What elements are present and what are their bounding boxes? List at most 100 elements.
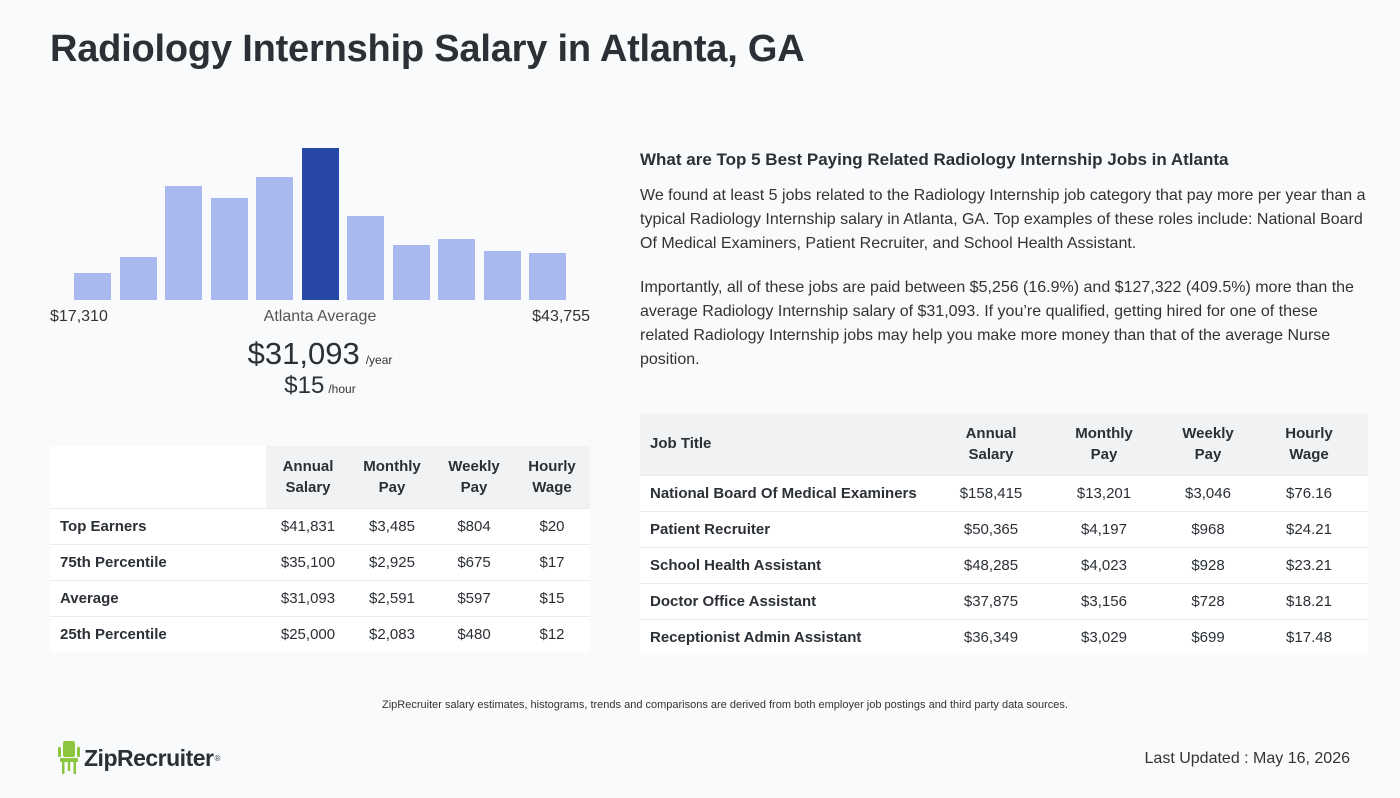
job-title: Receptionist Admin Assistant bbox=[640, 618, 940, 655]
cell-weekly: $728 bbox=[1166, 582, 1250, 619]
table-row: National Board Of Medical Examiners $158… bbox=[640, 474, 1368, 511]
histogram-bar bbox=[256, 177, 293, 300]
cell-monthly: $4,023 bbox=[1042, 546, 1166, 583]
cell-weekly: $675 bbox=[434, 543, 514, 580]
cell-weekly: $597 bbox=[434, 579, 514, 616]
cell-monthly: $2,083 bbox=[350, 615, 434, 652]
cell-weekly: $3,046 bbox=[1166, 474, 1250, 511]
cell-weekly: $928 bbox=[1166, 546, 1250, 583]
percentile-table: Annual Salary Monthly Pay Weekly Pay Hourly… bbox=[50, 446, 590, 652]
histogram-bar bbox=[483, 251, 521, 300]
table-row: School Health Assistant $48,285 $4,023 $… bbox=[640, 546, 1368, 583]
header-annual-salary: Annual Salary bbox=[940, 413, 1042, 475]
row-label: 75th Percentile bbox=[50, 543, 266, 580]
header-monthly-pay: Monthly Pay bbox=[350, 446, 434, 508]
cell-hourly: $15 bbox=[514, 579, 590, 616]
histogram-bar bbox=[119, 257, 157, 300]
table-row: Doctor Office Assistant $37,875 $3,156 $… bbox=[640, 582, 1368, 619]
job-title: National Board Of Medical Examiners bbox=[640, 474, 940, 511]
cell-annual: $36,349 bbox=[940, 618, 1042, 655]
table-row: Receptionist Admin Assistant $36,349 $3,… bbox=[640, 618, 1368, 655]
table-row: 25th Percentile $25,000 $2,083 $480 $12 bbox=[50, 615, 590, 652]
range-max: $43,755 bbox=[532, 308, 590, 325]
cell-weekly: $968 bbox=[1166, 510, 1250, 547]
header-hourly-wage: Hourly Wage bbox=[1250, 413, 1368, 475]
cell-hourly: $24.21 bbox=[1250, 510, 1368, 547]
job-title: Doctor Office Assistant bbox=[640, 582, 940, 619]
histogram-bar bbox=[74, 273, 111, 300]
related-jobs-paragraph-2: Importantly, all of these jobs are paid … bbox=[640, 279, 1354, 368]
table-row: Patient Recruiter $50,365 $4,197 $968 $2… bbox=[640, 510, 1368, 547]
row-label: Top Earners bbox=[50, 507, 266, 544]
histogram-bar bbox=[165, 186, 202, 300]
related-jobs-title: What are Top 5 Best Paying Related Radio… bbox=[640, 150, 1229, 169]
cell-hourly: $17.48 bbox=[1250, 618, 1368, 655]
histogram-bar bbox=[438, 239, 475, 300]
row-label: Average bbox=[50, 579, 266, 616]
cell-annual: $50,365 bbox=[940, 510, 1042, 547]
table-row: Top Earners $41,831 $3,485 $804 $20 bbox=[50, 507, 590, 544]
job-title: Patient Recruiter bbox=[640, 510, 940, 547]
cell-monthly: $2,591 bbox=[350, 579, 434, 616]
cell-hourly: $12 bbox=[514, 615, 590, 652]
cell-weekly: $804 bbox=[434, 507, 514, 544]
cell-hourly: $20 bbox=[514, 507, 590, 544]
header-job-title: Job Title bbox=[640, 413, 940, 475]
cell-annual: $31,093 bbox=[266, 579, 350, 616]
logo-text: ZipRecruiter bbox=[84, 744, 214, 771]
average-yearly-value: $31,093 bbox=[247, 336, 360, 371]
jobs-header-row: Job Title Annual Salary Monthly Pay Weekly… bbox=[640, 413, 1368, 475]
logo-registered-mark: ® bbox=[214, 753, 221, 763]
cell-monthly: $4,197 bbox=[1042, 510, 1166, 547]
cell-monthly: $2,925 bbox=[350, 543, 434, 580]
ziprecruiter-logo[interactable]: ZipRecruiter ® bbox=[58, 740, 220, 776]
cell-hourly: $18.21 bbox=[1250, 582, 1368, 619]
cell-annual: $35,100 bbox=[266, 543, 350, 580]
cell-hourly: $76.16 bbox=[1250, 474, 1368, 511]
cell-hourly: $23.21 bbox=[1250, 546, 1368, 583]
cell-weekly: $699 bbox=[1166, 618, 1250, 655]
histogram-bar bbox=[392, 245, 430, 300]
histogram-bar bbox=[347, 216, 384, 300]
header-weekly-pay: Weekly Pay bbox=[434, 446, 514, 508]
range-label: Atlanta Average bbox=[263, 308, 377, 325]
percentile-header-row: Annual Salary Monthly Pay Weekly Pay Hourly… bbox=[50, 446, 590, 508]
cell-monthly: $3,156 bbox=[1042, 582, 1166, 619]
header-weekly-pay: Weekly Pay bbox=[1166, 413, 1250, 475]
table-row: 75th Percentile $35,100 $2,925 $675 $17 bbox=[50, 543, 590, 580]
salary-histogram bbox=[50, 140, 590, 300]
average-hourly-value: $15 bbox=[284, 372, 325, 399]
cell-annual: $48,285 bbox=[940, 546, 1042, 583]
page-title: Radiology Internship Salary in Atlanta, … bbox=[50, 28, 805, 70]
average-hourly: $15/hour bbox=[50, 372, 590, 400]
cell-annual: $41,831 bbox=[266, 507, 350, 544]
chair-icon bbox=[58, 741, 80, 774]
disclaimer: ZipRecruiter salary estimates, histogram… bbox=[382, 699, 1068, 711]
job-title: School Health Assistant bbox=[640, 546, 940, 583]
table-row: Average $31,093 $2,591 $597 $15 bbox=[50, 579, 590, 616]
related-jobs-table: Job Title Annual Salary Monthly Pay Weekly… bbox=[640, 413, 1368, 655]
histogram-bar bbox=[301, 148, 339, 300]
cell-monthly: $3,485 bbox=[350, 507, 434, 544]
cell-monthly: $3,029 bbox=[1042, 618, 1166, 655]
percentile-header-blank bbox=[50, 446, 266, 508]
header-hourly-wage: Hourly Wage bbox=[514, 446, 590, 508]
cell-hourly: $17 bbox=[514, 543, 590, 580]
cell-monthly: $13,201 bbox=[1042, 474, 1166, 511]
cell-annual: $158,415 bbox=[940, 474, 1042, 511]
histogram-bar bbox=[529, 253, 566, 300]
range-min: $17,310 bbox=[50, 308, 108, 325]
average-yearly-unit: /year bbox=[365, 353, 393, 367]
header-annual-salary: Annual Salary bbox=[266, 446, 350, 508]
last-updated: Last Updated : May 16, 2026 bbox=[1144, 750, 1350, 767]
header-monthly-pay: Monthly Pay bbox=[1042, 413, 1166, 475]
average-hourly-unit: /hour bbox=[328, 382, 356, 396]
cell-annual: $37,875 bbox=[940, 582, 1042, 619]
histogram-bar bbox=[210, 198, 248, 300]
cell-annual: $25,000 bbox=[266, 615, 350, 652]
related-jobs-paragraph-1: We found at least 5 jobs related to the … bbox=[640, 187, 1366, 252]
row-label: 25th Percentile bbox=[50, 615, 266, 652]
average-yearly: $31,093/year bbox=[50, 336, 590, 372]
cell-weekly: $480 bbox=[434, 615, 514, 652]
